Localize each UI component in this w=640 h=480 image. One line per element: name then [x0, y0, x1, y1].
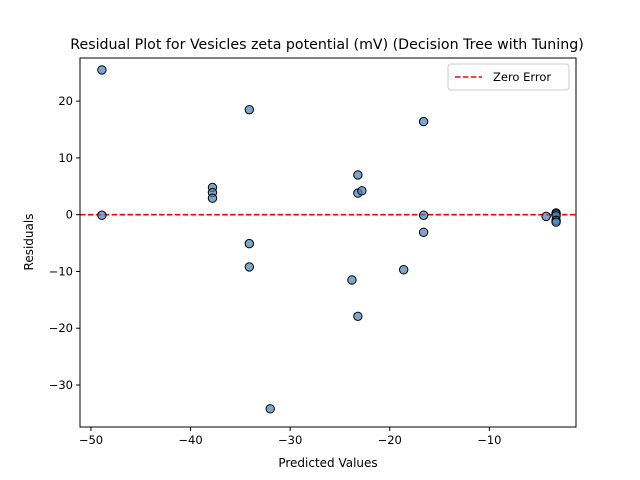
x-axis-ticks: −50 −40 −30 −20 −10 [79, 427, 501, 447]
data-point [97, 65, 107, 75]
y-axis-label: Residuals [22, 214, 36, 271]
y-tick-label: 0 [66, 208, 73, 222]
data-point [418, 116, 429, 127]
y-tick-label: −20 [49, 321, 73, 335]
data-point [398, 265, 409, 275]
x-tick-label: −10 [477, 433, 501, 447]
legend-label-zero-error: Zero Error [493, 70, 551, 84]
legend: Zero Error [447, 63, 570, 91]
data-point [97, 210, 107, 220]
data-point [244, 262, 255, 272]
x-tick-label: −30 [278, 433, 302, 447]
data-point [418, 227, 429, 237]
x-tick-label: −50 [79, 433, 103, 447]
data-point [418, 210, 429, 220]
data-point [353, 311, 363, 321]
y-axis-ticks: −30 −20 −10 0 10 20 [49, 94, 80, 392]
axes-frame [79, 57, 577, 428]
y-tick-label: 20 [58, 94, 73, 108]
data-point [541, 211, 551, 222]
data-point [244, 104, 255, 115]
data-point [353, 170, 363, 180]
y-tick-label: −10 [49, 264, 73, 278]
x-tick-label: −20 [378, 433, 402, 447]
legend-box [447, 63, 570, 91]
data-point [265, 404, 275, 414]
data-point [357, 186, 367, 196]
data-point [347, 275, 357, 285]
data-point [207, 193, 218, 203]
x-axis-label: Predicted Values [278, 456, 377, 470]
plot-area [80, 65, 576, 414]
data-point [551, 217, 561, 227]
x-tick-label: −40 [178, 433, 202, 447]
chart-title: Residual Plot for Vesicles zeta potentia… [70, 37, 584, 53]
y-tick-label: −30 [49, 378, 73, 392]
y-tick-label: 10 [58, 151, 73, 165]
data-point [244, 238, 255, 249]
